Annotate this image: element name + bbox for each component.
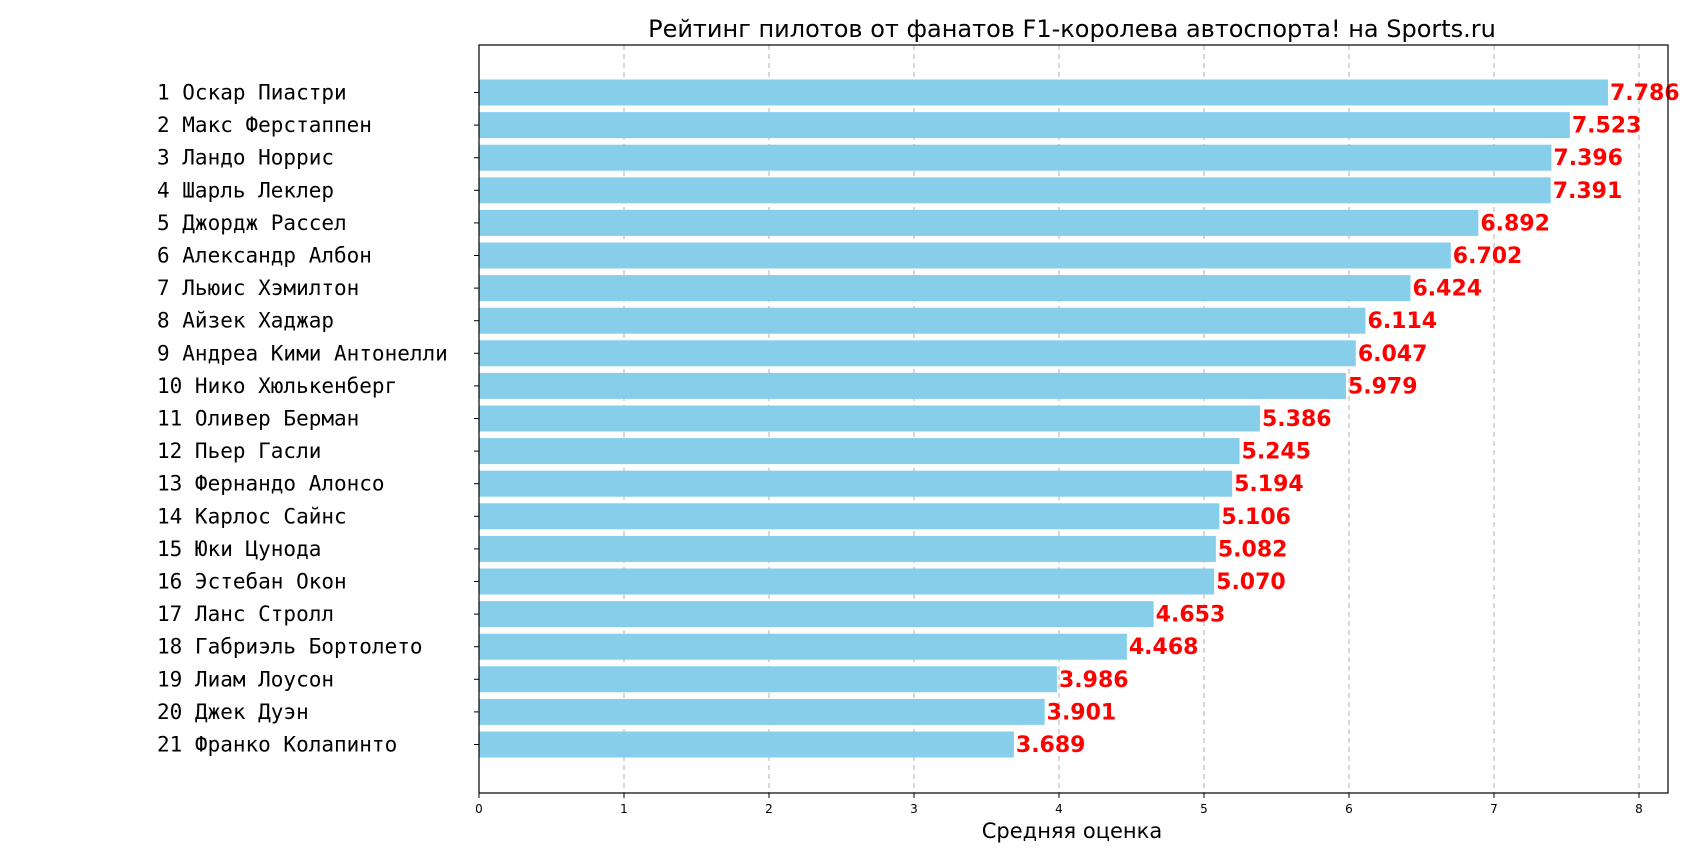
bar [479, 438, 1240, 465]
y-tick-label: 21 Франко Колапинто [157, 733, 397, 757]
bar [479, 633, 1127, 660]
bar [479, 405, 1260, 432]
y-tick-label: 16 Эстебан Окон [157, 570, 347, 594]
x-tick-label: 6 [1345, 802, 1353, 816]
value-label: 5.082 [1218, 537, 1288, 562]
y-tick-label: 11 Оливер Берман [157, 407, 359, 431]
y-axis: 1 Оскар Пиастри 2 Макс Ферстаппен 3 Ландо … [157, 81, 479, 757]
bar [479, 568, 1215, 595]
y-tick-label: 2 Макс Ферстаппен [157, 113, 372, 137]
x-tick-label: 3 [910, 802, 918, 816]
bar [479, 307, 1366, 334]
bar [479, 144, 1552, 171]
x-tick-label: 1 [620, 802, 628, 816]
y-tick-label: 9 Андреа Кими Антонелли [157, 341, 448, 365]
x-tick-label: 5 [1200, 802, 1208, 816]
value-label: 5.979 [1348, 374, 1418, 399]
value-label: 3.986 [1059, 668, 1129, 693]
plot-frame [478, 44, 1669, 794]
y-tick-label: 15 Юки Цунода [157, 537, 321, 561]
x-axis-label: Средняя оценка [982, 819, 1162, 843]
value-label: 7.523 [1572, 114, 1642, 139]
value-label: 6.047 [1358, 342, 1428, 367]
bars [479, 79, 1608, 758]
value-label: 5.386 [1262, 407, 1332, 432]
value-label: 5.245 [1242, 440, 1312, 465]
y-tick-label: 18 Габриэль Бортолето [157, 635, 423, 659]
bar [479, 275, 1411, 302]
y-tick-label: 5 Джордж Рассел [157, 211, 347, 235]
bar [479, 503, 1220, 530]
y-tick-label: 1 Оскар Пиастри [157, 81, 347, 105]
value-label: 4.653 [1156, 603, 1226, 628]
bar [479, 731, 1014, 758]
x-tick-label: 4 [1055, 802, 1063, 816]
value-label: 6.424 [1412, 277, 1482, 302]
bar [479, 209, 1479, 236]
y-tick-label: 14 Карлос Сайнс [157, 504, 347, 528]
value-label: 3.901 [1047, 700, 1117, 725]
bar [479, 535, 1216, 562]
value-label: 6.892 [1480, 211, 1550, 236]
value-label: 7.391 [1553, 179, 1623, 204]
x-tick-label: 8 [1635, 802, 1643, 816]
y-tick-label: 10 Нико Хюлькенберг [157, 374, 397, 398]
bar [479, 666, 1057, 693]
bar [479, 372, 1346, 399]
y-tick-label: 17 Ланс Стролл [157, 602, 334, 626]
x-tick-label: 0 [475, 802, 483, 816]
y-tick-label: 8 Айзек Хаджар [157, 309, 334, 333]
value-label: 4.468 [1129, 635, 1199, 660]
bar [479, 601, 1154, 628]
bar [479, 340, 1356, 367]
bar [479, 470, 1233, 497]
x-axis: 0 1 2 3 4 5 6 7 8 [475, 793, 1643, 816]
value-label: 6.702 [1453, 244, 1523, 269]
bar [479, 698, 1045, 725]
y-tick-label: 12 Пьер Гасли [157, 439, 321, 463]
y-tick-label: 20 Джек Дуэн [157, 700, 309, 724]
y-tick-label: 3 Ландо Норрис [157, 146, 334, 170]
y-tick-label: 6 Александр Албон [157, 244, 372, 268]
y-tick-label: 19 Лиам Лоусон [157, 667, 334, 691]
value-label: 5.106 [1221, 505, 1291, 530]
x-tick-label: 7 [1490, 802, 1498, 816]
value-label: 7.396 [1553, 146, 1623, 171]
value-label: 6.114 [1368, 309, 1438, 334]
bar [479, 242, 1451, 269]
value-label: 7.786 [1610, 81, 1680, 106]
bar [479, 112, 1570, 139]
value-label: 5.194 [1234, 472, 1304, 497]
value-label: 5.070 [1216, 570, 1286, 595]
value-label: 3.689 [1016, 733, 1086, 758]
y-tick-label: 7 Льюис Хэмилтон [157, 276, 359, 300]
chart-title: Рейтинг пилотов от фанатов F1-королева а… [648, 15, 1496, 43]
bar [479, 177, 1551, 204]
x-tick-label: 2 [765, 802, 773, 816]
y-tick-label: 4 Шарль Леклер [157, 178, 334, 202]
bar [479, 79, 1608, 106]
y-tick-label: 13 Фернандо Алонсо [157, 472, 385, 496]
